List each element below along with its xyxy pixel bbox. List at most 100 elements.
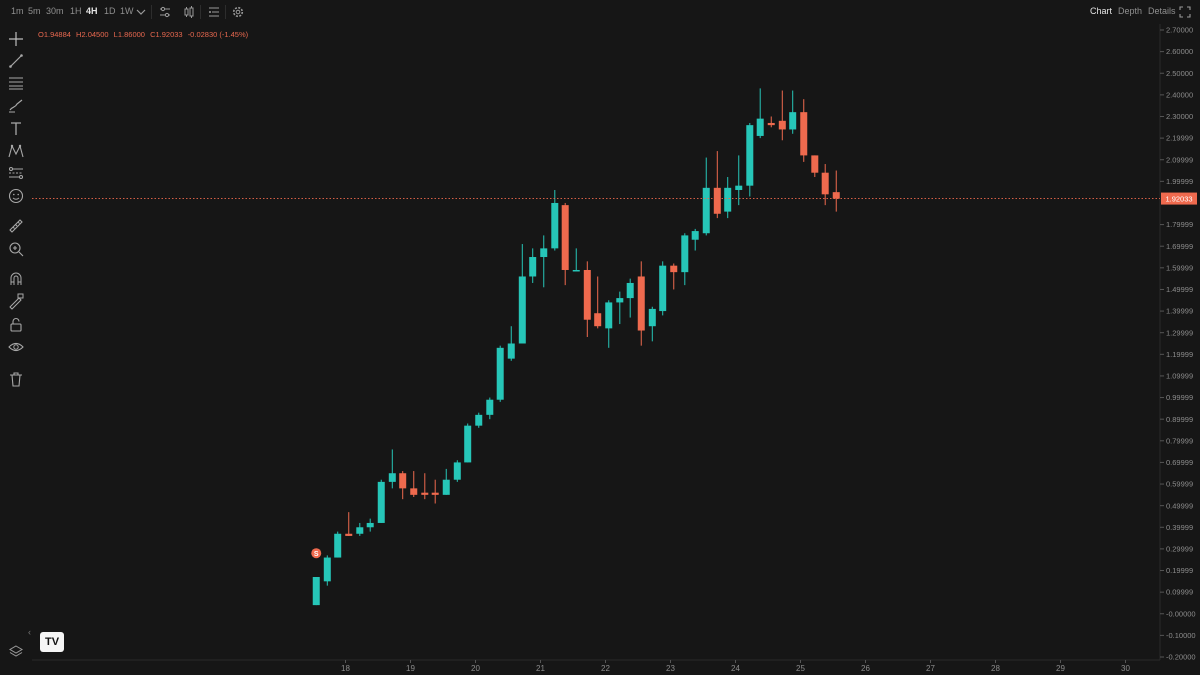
gear-icon[interactable] — [231, 5, 245, 19]
text-icon[interactable] — [7, 120, 25, 138]
candle[interactable] — [496, 345, 504, 402]
candle-type-icon[interactable] — [182, 5, 196, 19]
candle[interactable] — [366, 518, 374, 532]
candle-body — [756, 118, 764, 136]
candle[interactable] — [746, 122, 754, 197]
trendline-icon[interactable] — [7, 52, 25, 70]
brush-icon[interactable] — [7, 96, 25, 114]
lock-icon[interactable] — [7, 316, 25, 334]
candle[interactable] — [334, 531, 342, 558]
eye-icon[interactable] — [7, 338, 25, 356]
candle[interactable] — [659, 261, 667, 316]
candle[interactable] — [583, 261, 591, 338]
magnet-icon[interactable] — [7, 270, 25, 288]
candle[interactable] — [410, 471, 418, 498]
candle[interactable] — [561, 202, 569, 286]
candle-body — [518, 276, 526, 344]
fullscreen-icon[interactable] — [1178, 5, 1192, 19]
timeframe-1d[interactable]: 1D — [104, 6, 116, 16]
indicators-icon[interactable] — [158, 5, 172, 19]
signal-marker[interactable] — [311, 548, 322, 559]
candle-body — [605, 302, 613, 329]
timeframe-30m[interactable]: 30m — [46, 6, 64, 16]
candle[interactable] — [572, 248, 580, 272]
projection-icon[interactable] — [7, 164, 25, 182]
candle[interactable] — [648, 306, 656, 342]
candle[interactable] — [789, 90, 797, 134]
candle[interactable] — [605, 300, 613, 348]
candle[interactable] — [312, 577, 320, 606]
candle[interactable] — [691, 228, 699, 251]
candle[interactable] — [475, 412, 483, 428]
timeframe-1w[interactable]: 1W — [120, 6, 134, 16]
candle[interactable] — [388, 449, 396, 489]
candle[interactable] — [540, 235, 548, 288]
zoom-in-icon[interactable] — [7, 240, 25, 258]
candle[interactable] — [442, 468, 450, 495]
timeframe-4h[interactable]: 4H — [86, 6, 98, 16]
candle[interactable] — [518, 244, 526, 344]
trash-icon[interactable] — [7, 370, 25, 388]
timeframe-1m[interactable]: 1m — [11, 6, 24, 16]
candle[interactable] — [377, 479, 385, 523]
x-tick-label: 29 — [1056, 664, 1065, 673]
y-tick-label: 0.99999 — [1166, 393, 1193, 402]
candle[interactable] — [529, 248, 537, 283]
pattern-icon[interactable] — [7, 142, 25, 160]
ohlc-close: C1.92033 — [150, 30, 183, 39]
toolbar-divider — [225, 5, 226, 19]
layers-icon[interactable] — [9, 644, 23, 658]
candle[interactable] — [616, 291, 624, 325]
candle[interactable] — [323, 555, 331, 586]
collapse-toolbar-button[interactable]: ‹ — [28, 627, 31, 637]
candle[interactable] — [832, 170, 840, 212]
y-tick-label: 2.09999 — [1166, 155, 1193, 164]
crosshair-icon[interactable] — [7, 30, 25, 48]
candle[interactable] — [464, 423, 472, 463]
timeframe-5m[interactable]: 5m — [28, 6, 41, 16]
candle[interactable] — [345, 512, 353, 536]
x-tick-label: 30 — [1121, 664, 1130, 673]
list-settings-icon[interactable] — [207, 5, 221, 19]
fib-lines-icon[interactable] — [7, 74, 25, 92]
candle-body — [356, 527, 364, 534]
x-tick-label: 28 — [991, 664, 1000, 673]
y-tick-label: 2.19999 — [1166, 134, 1193, 143]
ruler-icon[interactable] — [7, 217, 25, 235]
candle[interactable] — [421, 473, 429, 500]
candle[interactable] — [756, 88, 764, 139]
candle[interactable] — [778, 90, 786, 141]
candle[interactable] — [637, 261, 645, 346]
candle[interactable] — [681, 233, 689, 286]
candle[interactable] — [670, 263, 678, 290]
tab-depth[interactable]: Depth — [1118, 6, 1143, 16]
candle[interactable] — [453, 460, 461, 482]
candle[interactable] — [702, 157, 710, 236]
candle[interactable] — [724, 177, 732, 219]
candle[interactable] — [735, 155, 743, 206]
candle[interactable] — [811, 155, 819, 178]
emoji-icon[interactable] — [7, 187, 25, 205]
candle[interactable] — [626, 278, 634, 318]
candle-body — [377, 481, 385, 523]
candle[interactable] — [356, 522, 364, 536]
candle[interactable] — [399, 471, 407, 500]
tab-chart[interactable]: Chart — [1090, 6, 1113, 16]
tab-details[interactable]: Details — [1148, 6, 1176, 16]
candle-body — [388, 473, 396, 482]
candle[interactable] — [551, 189, 559, 251]
candle[interactable] — [594, 276, 602, 329]
candle-body — [323, 557, 331, 582]
chevron-down-icon[interactable] — [134, 5, 148, 19]
lock-drawing-icon[interactable] — [7, 292, 25, 310]
candle[interactable] — [800, 99, 808, 162]
timeframe-1h[interactable]: 1H — [70, 6, 82, 16]
candle[interactable] — [507, 326, 515, 361]
candle[interactable] — [486, 397, 494, 420]
y-tick-label: 1.79999 — [1166, 220, 1193, 229]
candle[interactable] — [431, 479, 439, 504]
candle[interactable] — [767, 116, 775, 128]
candle[interactable] — [821, 164, 829, 206]
candle[interactable] — [713, 151, 721, 219]
